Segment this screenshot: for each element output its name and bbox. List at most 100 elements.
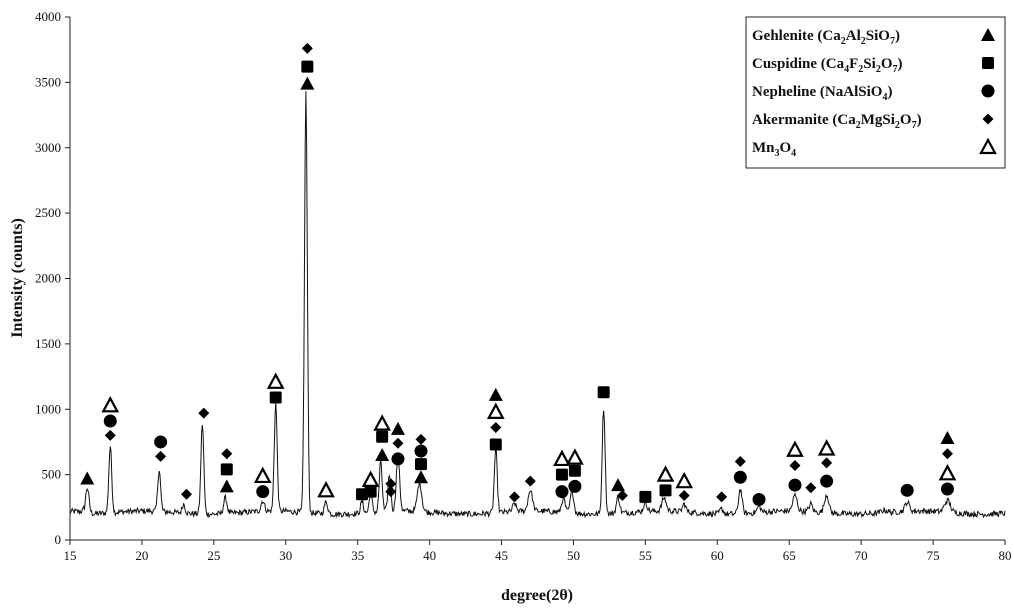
nepheline-marker — [568, 479, 582, 493]
mn3o4-marker — [566, 448, 584, 465]
mn3o4-marker — [553, 449, 571, 467]
nepheline-marker — [752, 492, 766, 506]
cuspidine-marker — [568, 464, 581, 477]
x-tick-label: 25 — [207, 548, 220, 563]
cuspidine-marker — [414, 458, 427, 471]
nepheline-marker — [414, 444, 428, 458]
nepheline-marker — [820, 474, 834, 488]
akermanite-marker — [734, 456, 746, 468]
akermanite-marker — [385, 478, 397, 490]
gehlenite-marker — [390, 421, 405, 435]
cuspidine-marker — [639, 490, 652, 503]
legend-label: Cuspidine (Ca4F2Si2O7) — [752, 56, 902, 75]
legend-label: Mn3O4 — [752, 140, 796, 159]
akermanite-marker — [301, 42, 313, 54]
nepheline-marker — [103, 414, 117, 428]
akermanite-marker — [678, 490, 690, 502]
nepheline-marker — [154, 435, 168, 449]
axes: 15 20 25 30 35 40 45 50 55 60 65 70 75 80 0 500 1000 1500… — [35, 9, 1012, 563]
nepheline-marker — [391, 452, 405, 466]
akermanite-marker — [221, 448, 233, 460]
cuspidine-marker — [364, 485, 377, 498]
akermanite-marker — [490, 422, 502, 434]
legend-label: Gehlenite (Ca2Al2SiO7) — [752, 28, 900, 47]
akermanite-marker — [821, 457, 833, 469]
x-tick-label: 50 — [567, 548, 580, 563]
cuspidine-marker — [220, 463, 233, 476]
nepheline-marker — [256, 485, 270, 499]
x-tick-label: 80 — [999, 548, 1012, 563]
legend-label: Akermanite (Ca2MgSi2O7) — [752, 112, 922, 131]
akermanite-marker — [155, 450, 167, 462]
akermanite-marker — [524, 475, 536, 487]
akermanite-marker — [104, 429, 116, 441]
x-tick-label: 35 — [351, 548, 364, 563]
gehlenite-marker — [375, 448, 390, 462]
nepheline-marker — [900, 483, 914, 497]
nepheline-marker — [733, 470, 747, 484]
akermanite-marker — [789, 459, 801, 471]
akermanite-marker — [716, 491, 728, 503]
x-tick-label: 20 — [135, 548, 148, 563]
mn3o4-marker — [317, 480, 335, 498]
mn3o4-marker — [938, 463, 957, 481]
diffraction-trace — [69, 91, 1006, 519]
legend-box — [745, 16, 1006, 169]
mn3o4-marker — [361, 470, 380, 487]
cuspidine-marker — [301, 60, 314, 73]
x-tick-label: 40 — [423, 548, 436, 563]
cuspidine-marker — [555, 468, 568, 481]
akermanite-marker — [385, 486, 397, 498]
akermanite-marker — [982, 113, 994, 125]
mn3o4-marker — [101, 396, 120, 413]
gehlenite-marker — [413, 470, 428, 484]
gehlenite-marker — [940, 431, 955, 445]
nepheline-marker — [555, 485, 569, 499]
x-tick-label: 75 — [927, 548, 940, 563]
y-tick-label: 2500 — [35, 205, 61, 220]
gehlenite-marker — [300, 76, 315, 90]
x-axis-title: degree(2θ) — [501, 587, 573, 604]
legend: Gehlenite (Ca2Al2SiO7) Cuspidine (Ca4F2Si… — [745, 16, 1006, 169]
cuspidine-marker — [489, 438, 502, 451]
mn3o4-marker — [266, 372, 285, 389]
gehlenite-marker — [981, 28, 995, 41]
y-tick-label: 0 — [55, 532, 62, 547]
cuspidine-marker — [376, 430, 389, 443]
y-axis-title: Intensity (counts) — [9, 218, 26, 338]
y-tick-label: 2000 — [35, 271, 61, 286]
mn3o4-marker — [373, 414, 391, 431]
akermanite-marker — [805, 482, 817, 494]
mn3o4-marker — [786, 440, 804, 457]
mn3o4-marker — [817, 439, 836, 456]
akermanite-marker — [198, 407, 210, 419]
mn3o4-marker — [656, 465, 675, 482]
gehlenite-marker — [488, 387, 503, 401]
gehlenite-marker — [219, 479, 234, 493]
phase-markers — [80, 42, 957, 506]
mn3o4-marker — [253, 466, 272, 484]
cuspidine-marker — [659, 484, 672, 497]
x-tick-label: 55 — [639, 548, 652, 563]
x-tick-label: 70 — [855, 548, 868, 563]
xrd-line — [69, 91, 1006, 519]
nepheline-marker — [788, 478, 802, 492]
y-tick-label: 3500 — [35, 74, 61, 89]
gehlenite-marker — [80, 471, 95, 485]
mn3o4-marker — [675, 471, 694, 489]
legend-label: Nepheline (NaAlSiO4) — [752, 84, 892, 103]
y-tick-label: 1000 — [35, 401, 61, 416]
y-tick-label: 3000 — [35, 140, 61, 155]
x-tick-label: 65 — [783, 548, 796, 563]
y-tick-label: 500 — [42, 467, 62, 482]
akermanite-marker — [941, 448, 953, 460]
gehlenite-marker — [611, 478, 626, 492]
mn3o4-marker — [979, 137, 997, 155]
akermanite-marker — [181, 488, 193, 500]
y-tick-label: 1500 — [35, 336, 61, 351]
cuspidine-marker — [269, 391, 282, 404]
mn3o4-marker — [486, 402, 505, 419]
akermanite-marker — [415, 433, 427, 445]
akermanite-marker — [616, 490, 628, 502]
